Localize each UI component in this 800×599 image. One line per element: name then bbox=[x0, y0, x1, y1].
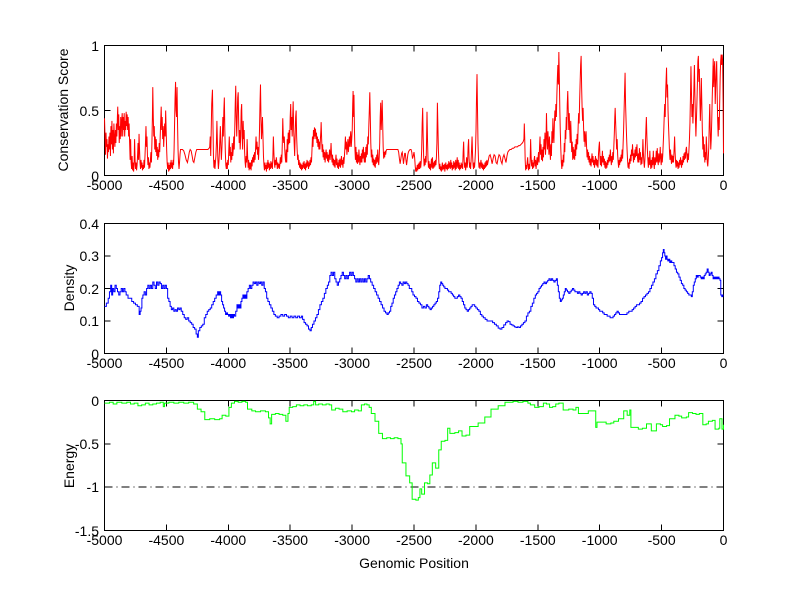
x-tick-label: -3500 bbox=[272, 532, 309, 548]
x-tick-label: -2500 bbox=[396, 532, 432, 548]
conservation-score-plot bbox=[104, 45, 724, 176]
y-tick-label: 0 bbox=[91, 167, 99, 184]
y-tick-label: -1 bbox=[86, 479, 99, 496]
x-tick-label: -1500 bbox=[519, 355, 556, 371]
x-tick-label: -2000 bbox=[457, 355, 494, 371]
x-tick-label: -1000 bbox=[581, 355, 618, 371]
density-panel bbox=[103, 222, 725, 355]
x-tick-label: -3000 bbox=[334, 177, 370, 193]
x-tick-label: -1500 bbox=[519, 532, 556, 548]
y-tick-label: 0.5 bbox=[79, 102, 99, 119]
y-tick-label: -1.5 bbox=[74, 522, 99, 539]
y-tick-label: 1 bbox=[91, 37, 99, 54]
x-axis-label-genomic-position: Genomic Position bbox=[359, 555, 469, 571]
x-tick-label: 0 bbox=[719, 177, 728, 193]
x-tick-label: -2000 bbox=[457, 177, 494, 193]
y-tick-label: 0.4 bbox=[79, 215, 99, 232]
x-tick-label: -5000 bbox=[86, 532, 123, 548]
energy-plot bbox=[104, 400, 724, 531]
x-tick-label: -3500 bbox=[272, 355, 309, 371]
x-tick-label: -5000 bbox=[86, 355, 123, 371]
x-tick-label: -500 bbox=[647, 355, 676, 371]
density-line bbox=[104, 249, 724, 338]
x-tick-label: -4000 bbox=[210, 532, 247, 548]
x-tick-label: -2500 bbox=[396, 177, 432, 193]
y-tick-label: 0 bbox=[91, 392, 99, 409]
x-tick-label: -1000 bbox=[581, 532, 618, 548]
x-tick-label: -1500 bbox=[519, 177, 556, 193]
energy-panel bbox=[103, 399, 725, 532]
y-tick-label: -0.5 bbox=[74, 435, 99, 452]
x-tick-label: -500 bbox=[647, 177, 676, 193]
x-tick-label: -1000 bbox=[581, 177, 618, 193]
x-tick-label: -4000 bbox=[210, 355, 247, 371]
density-plot bbox=[104, 223, 724, 354]
x-tick-label: -4500 bbox=[148, 532, 185, 548]
x-tick-label: -500 bbox=[647, 532, 676, 548]
x-tick-label: -3000 bbox=[334, 532, 370, 548]
x-tick-label: 0 bbox=[719, 355, 728, 371]
y-tick-label: 0.1 bbox=[79, 313, 99, 329]
y-tick-label: 0.3 bbox=[79, 248, 99, 264]
y-tick-label: 0 bbox=[91, 345, 99, 362]
x-tick-label: -5000 bbox=[86, 177, 123, 193]
conservation-score-panel bbox=[103, 44, 725, 177]
y-tick-label: 0.2 bbox=[79, 280, 99, 297]
x-tick-label: 0 bbox=[719, 532, 728, 548]
x-tick-label: -4000 bbox=[210, 177, 247, 193]
x-tick-label: -2000 bbox=[457, 532, 494, 548]
x-tick-label: -3500 bbox=[272, 177, 309, 193]
x-tick-label: -4500 bbox=[148, 355, 185, 371]
x-tick-label: -3000 bbox=[334, 355, 370, 371]
x-tick-label: -4500 bbox=[148, 177, 185, 193]
x-tick-label: -2500 bbox=[396, 355, 432, 371]
energy-line bbox=[104, 400, 724, 501]
conservation_score-line bbox=[104, 51, 724, 172]
